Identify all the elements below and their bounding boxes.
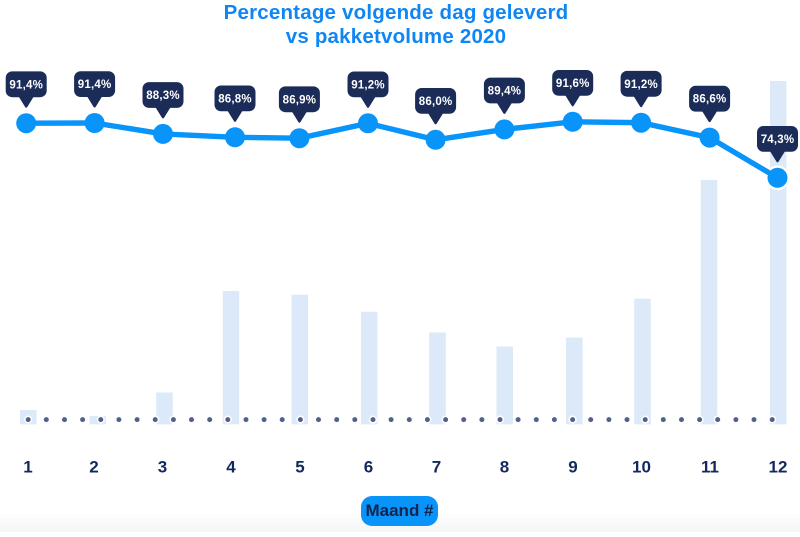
svg-text:7: 7 xyxy=(432,458,441,477)
svg-text:8: 8 xyxy=(500,458,509,477)
svg-text:2: 2 xyxy=(89,458,98,477)
svg-text:74,3%: 74,3% xyxy=(761,134,795,146)
svg-text:86,0%: 86,0% xyxy=(419,96,453,108)
svg-text:3: 3 xyxy=(158,458,167,477)
svg-text:89,4%: 89,4% xyxy=(488,86,522,98)
svg-text:88,3%: 88,3% xyxy=(146,90,180,102)
svg-text:11: 11 xyxy=(701,458,719,477)
svg-text:86,6%: 86,6% xyxy=(693,94,727,106)
svg-text:5: 5 xyxy=(295,458,304,477)
svg-text:10: 10 xyxy=(632,458,651,477)
svg-text:4: 4 xyxy=(226,458,236,477)
svg-text:12: 12 xyxy=(769,458,788,477)
svg-text:9: 9 xyxy=(568,458,577,477)
svg-text:86,8%: 86,8% xyxy=(218,93,252,105)
svg-text:91,4%: 91,4% xyxy=(9,79,43,91)
svg-text:91,2%: 91,2% xyxy=(624,79,658,91)
svg-text:1: 1 xyxy=(23,458,32,477)
svg-text:86,9%: 86,9% xyxy=(283,94,317,106)
svg-text:6: 6 xyxy=(364,458,373,477)
svg-text:91,2%: 91,2% xyxy=(351,79,385,91)
svg-text:91,4%: 91,4% xyxy=(78,79,112,91)
svg-text:91,6%: 91,6% xyxy=(556,78,590,90)
